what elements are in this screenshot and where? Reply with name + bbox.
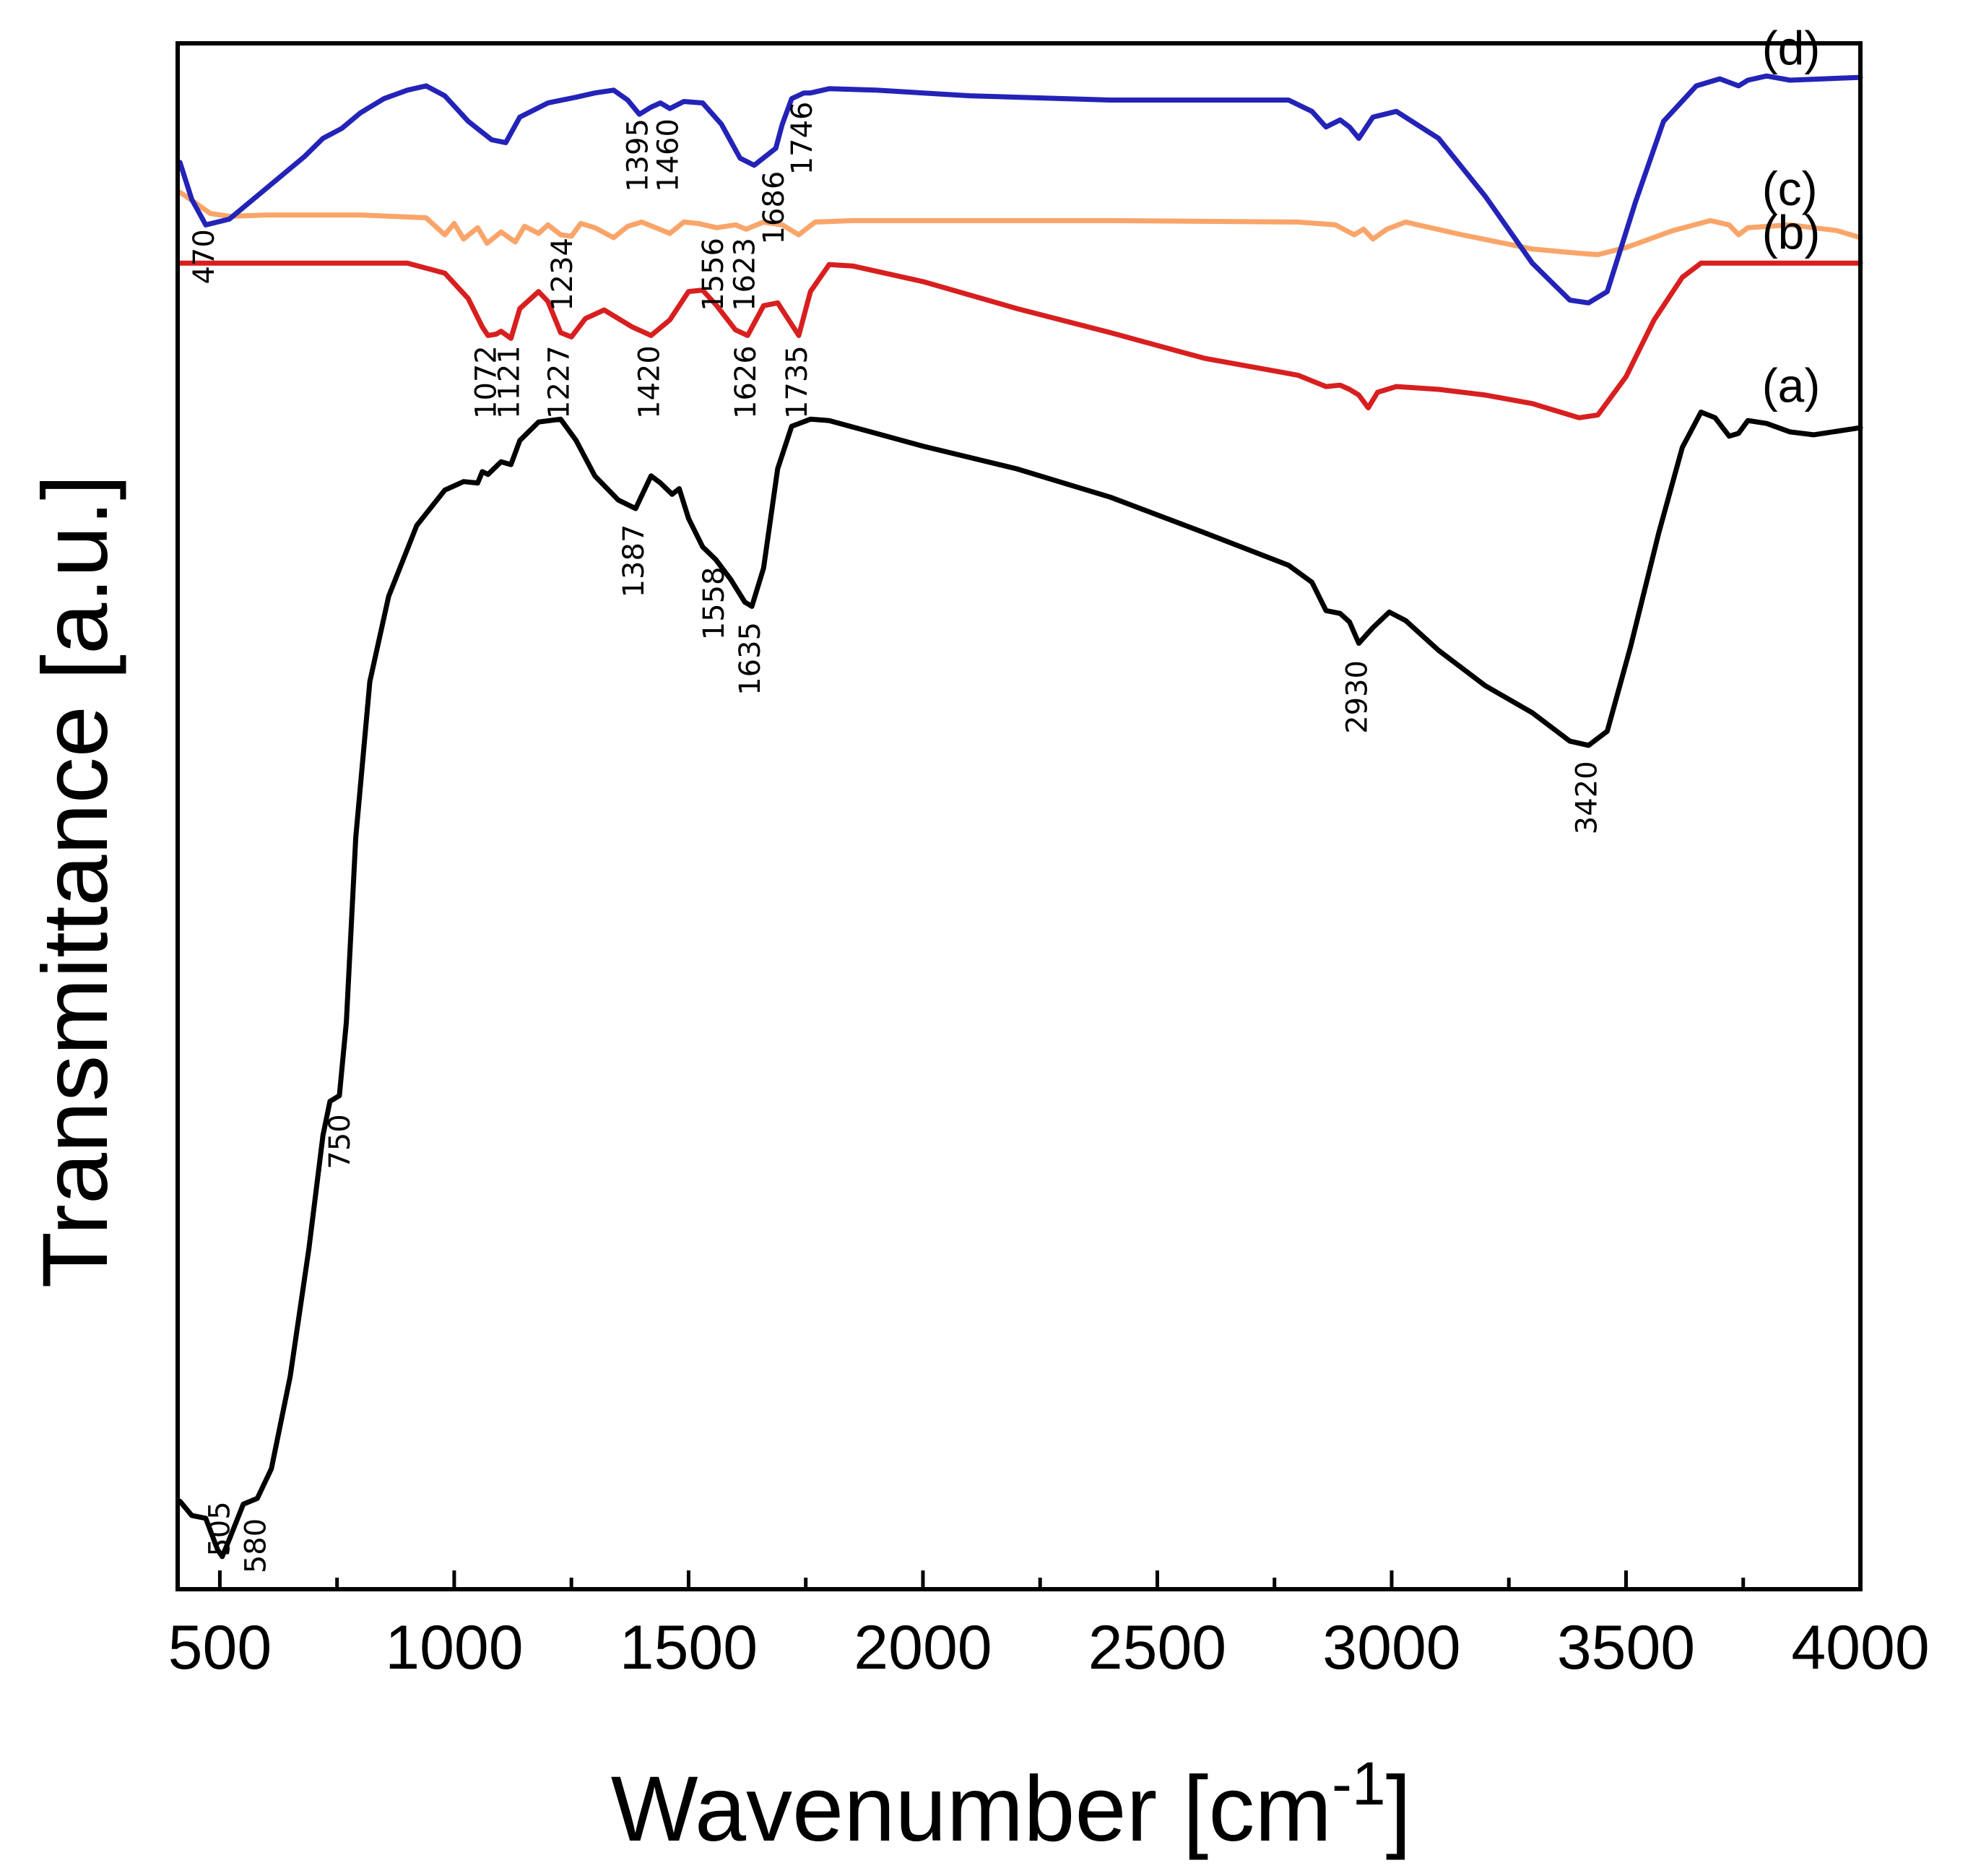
peak-label: 1234 (546, 238, 579, 311)
series-label: (d) (1762, 21, 1821, 74)
x-axis-title-close: ] (1386, 1758, 1412, 1861)
x-tick-label: 500 (168, 1613, 272, 1682)
peak-label: 505 (203, 1501, 236, 1556)
x-tick-label: 1000 (385, 1613, 523, 1682)
series-line-d (177, 73, 1863, 306)
y-axis-title: Transmittance [a.u.] (24, 475, 127, 1288)
series-label: (b) (1762, 206, 1821, 259)
peak-label: 1635 (734, 622, 767, 696)
peak-label: 1735 (781, 345, 814, 419)
x-tick-label: 3000 (1322, 1613, 1460, 1682)
peak-label: 1556 (697, 238, 730, 311)
x-axis-title-main: Wavenumber [cm (611, 1758, 1332, 1861)
series-line-a (177, 410, 1863, 1560)
series-label: (c) (1762, 162, 1818, 215)
x-axis-title: Wavenumber [cm-1] (611, 1750, 1411, 1861)
peak-label: 1395 (621, 118, 654, 192)
peak-label: 1558 (698, 567, 731, 641)
plot-frame (175, 41, 1863, 1591)
series-line-c (177, 189, 1863, 257)
peak-label: 580 (239, 1518, 272, 1573)
peak-label: 1072 (470, 345, 503, 419)
peak-label: 3420 (1571, 761, 1604, 834)
peak-label: 1387 (617, 524, 651, 598)
peak-label: 1686 (758, 171, 791, 245)
peak-label: 1420 (633, 345, 667, 419)
peak-label: 2930 (1341, 660, 1374, 734)
plot-area (177, 73, 1863, 1560)
series-labels: (a) (b)(c) (d) (1762, 21, 1821, 412)
x-axis-title-exponent: -1 (1332, 1750, 1386, 1817)
peak-label: 750 (324, 1114, 357, 1169)
peak-label: 1626 (729, 345, 763, 419)
peak-label: 1460 (652, 118, 685, 192)
x-axis-ticks: 500 1000 1500 2000 2500 3000 3500 4000 (168, 1570, 1930, 1682)
series-line-b (177, 260, 1863, 420)
peak-label: 1227 (542, 345, 576, 419)
peak-label: 1746 (786, 102, 819, 176)
x-tick-label: 3500 (1557, 1613, 1695, 1682)
x-tick-label: 1500 (620, 1613, 758, 1682)
x-tick-label: 2500 (1088, 1613, 1226, 1682)
x-tick-label: 4000 (1791, 1613, 1929, 1682)
x-tick-label: 2000 (854, 1613, 992, 1682)
peak-label: 1623 (728, 238, 761, 311)
peak-label: 1121 (493, 345, 526, 419)
series-label: (a) (1762, 359, 1821, 412)
peak-label: 470 (188, 229, 221, 284)
